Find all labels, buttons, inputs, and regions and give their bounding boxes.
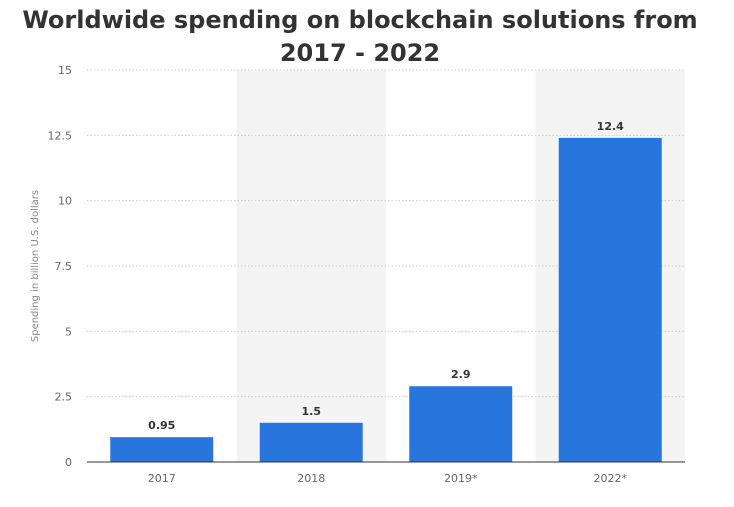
y-tick-label: 12.5 xyxy=(48,129,73,142)
data-label: 0.95 xyxy=(148,419,175,432)
y-tick-label: 7.5 xyxy=(55,260,73,273)
y-tick-label: 5 xyxy=(65,325,72,338)
y-axis-label: Spending in billion U.S. dollars xyxy=(30,190,41,342)
x-tick-label: 2022* xyxy=(594,472,628,485)
data-label: 12.4 xyxy=(597,120,624,133)
x-tick-labels: 2017 2018 2019* 2022* xyxy=(148,472,628,485)
bar xyxy=(558,137,662,463)
data-label: 2.9 xyxy=(451,368,471,381)
bar xyxy=(110,437,214,462)
x-tick-label: 2018 xyxy=(297,472,325,485)
data-label: 1.5 xyxy=(302,405,322,418)
x-tick-label: 2019* xyxy=(444,472,478,485)
bars xyxy=(110,137,662,463)
y-tick-label: 2.5 xyxy=(55,391,73,404)
bar xyxy=(259,422,363,462)
y-tick-label: 15 xyxy=(58,64,72,77)
data-labels: 0.95 1.5 2.9 12.4 xyxy=(148,120,624,432)
x-tick-label: 2017 xyxy=(148,472,176,485)
bar xyxy=(409,386,513,462)
y-tick-label: 10 xyxy=(58,195,72,208)
chart-title: Worldwide spending on blockchain solutio… xyxy=(22,6,698,67)
y-tick-label: 0 xyxy=(65,456,72,469)
y-tick-labels: 0 2.5 5 7.5 10 12.5 15 xyxy=(48,64,73,469)
